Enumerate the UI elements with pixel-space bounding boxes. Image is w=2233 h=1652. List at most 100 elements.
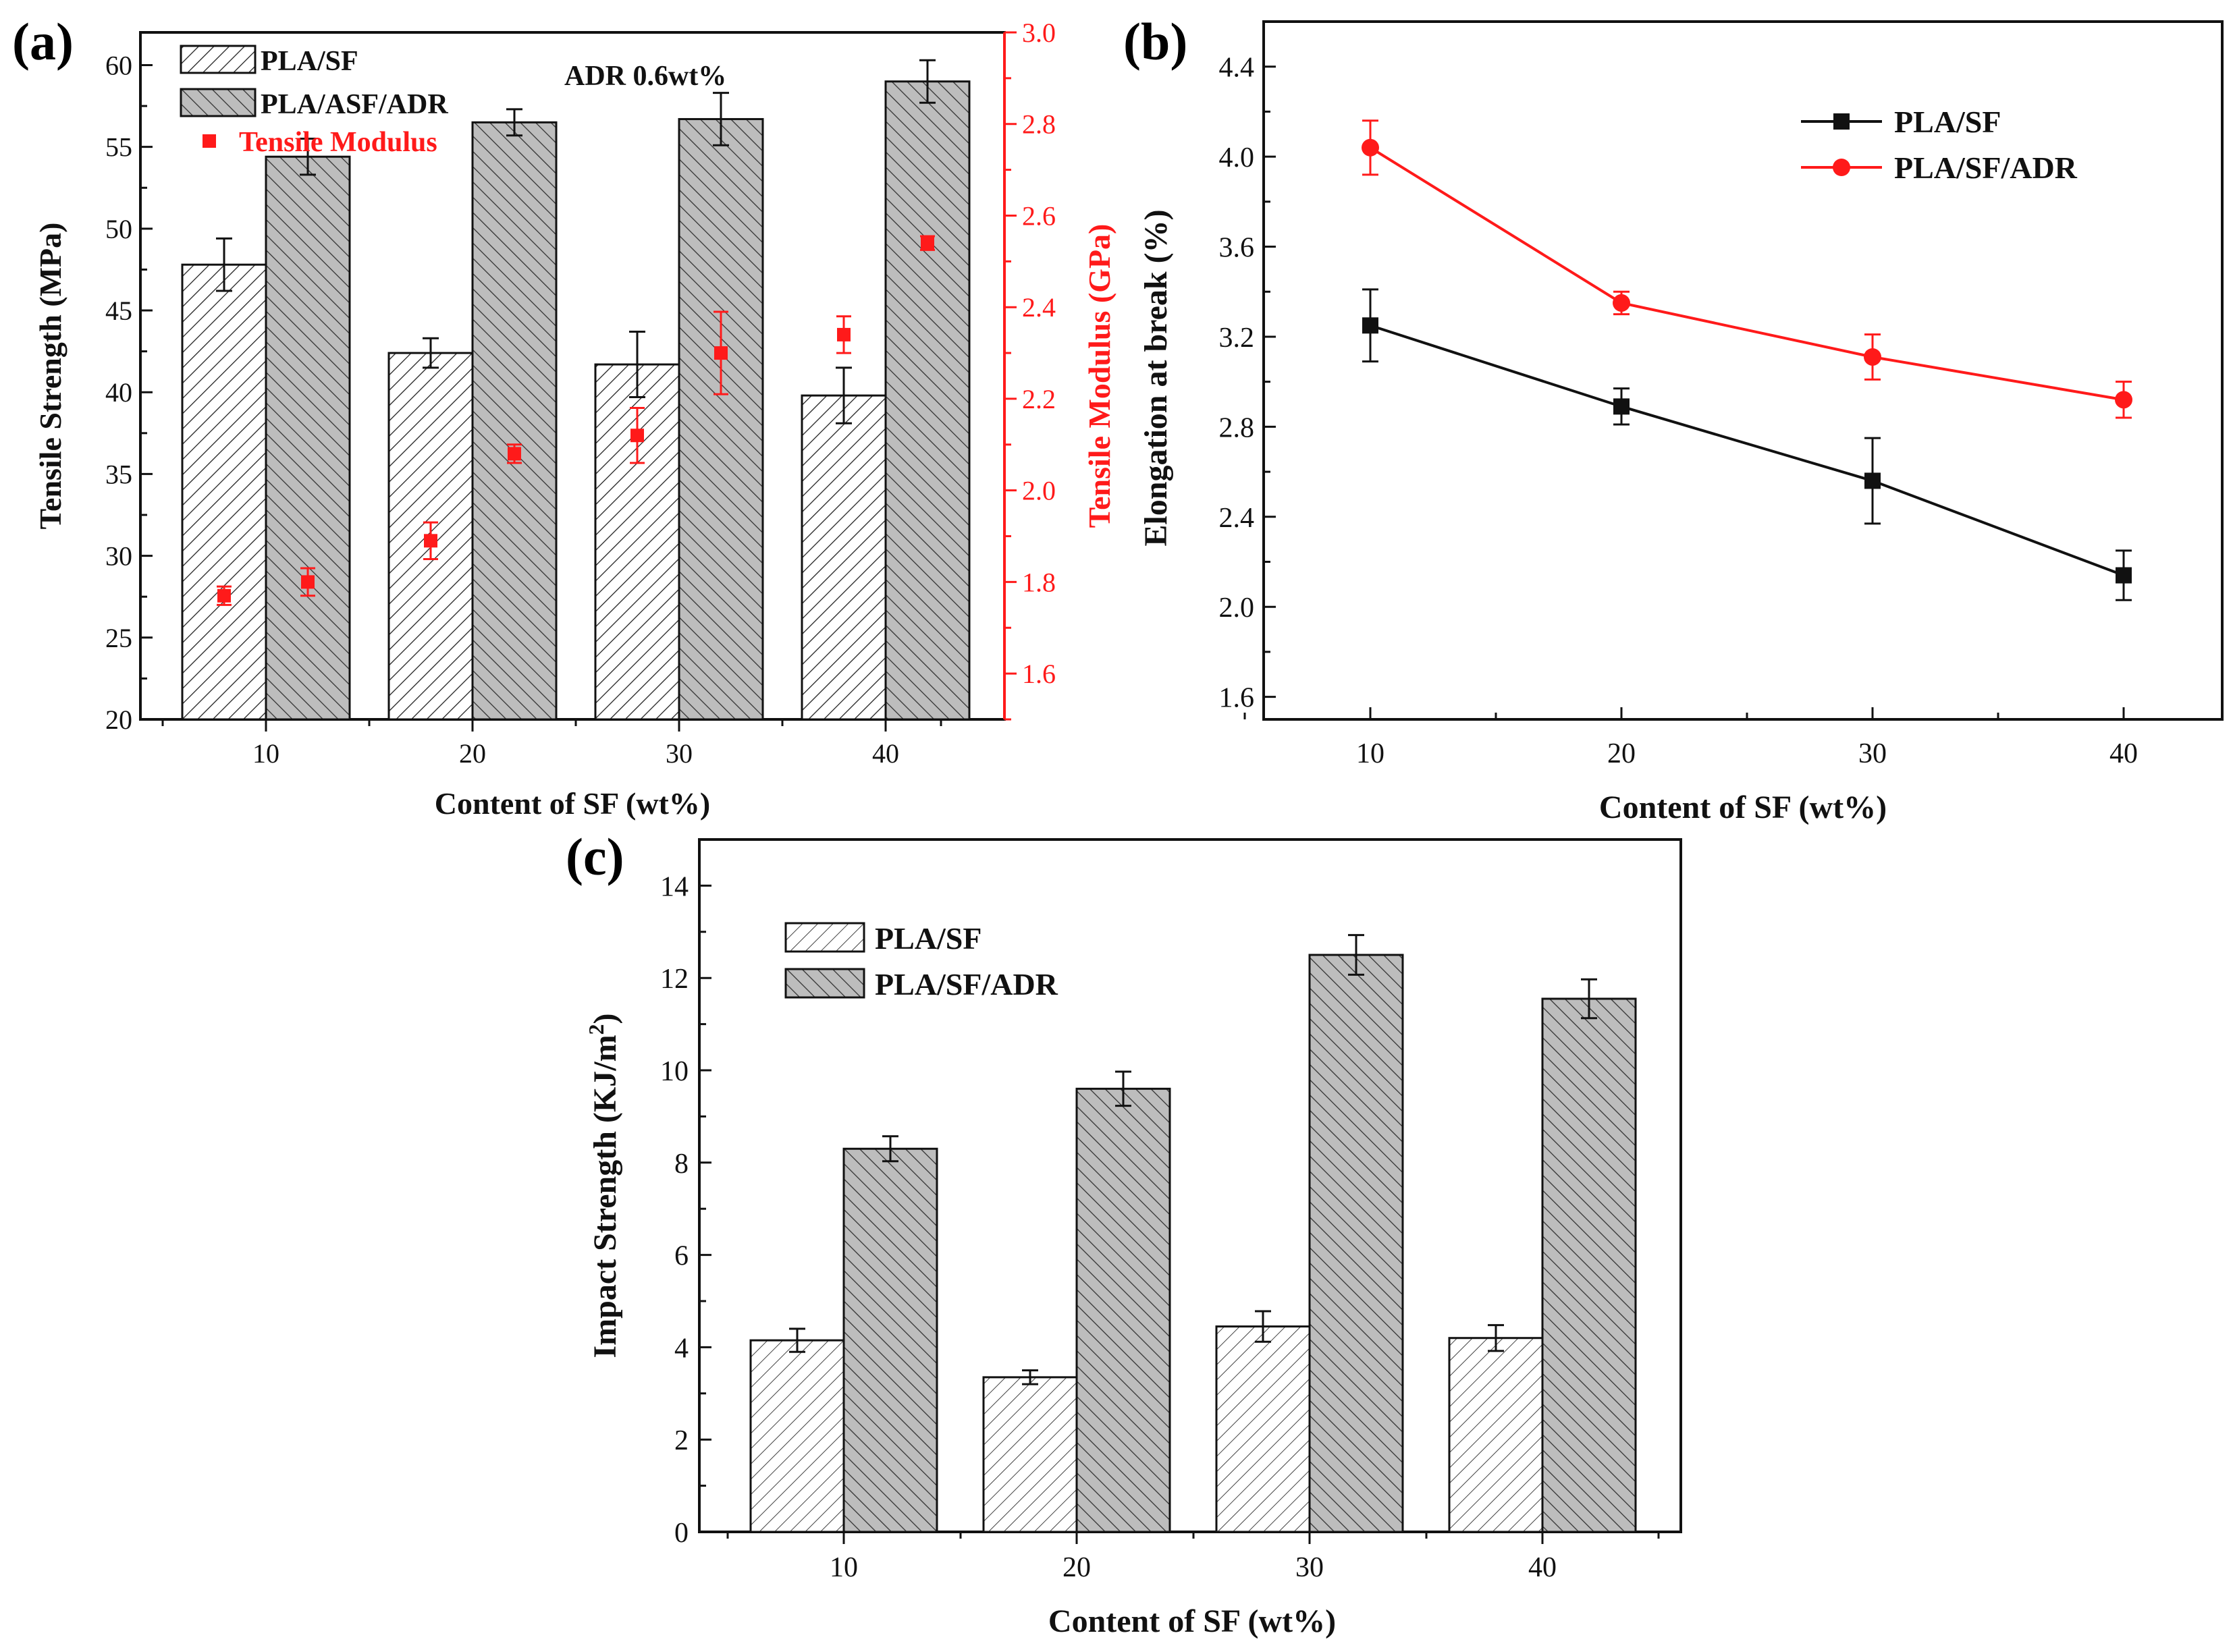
b-x-tick-label-40: 40 [2109, 738, 2138, 769]
a-x-tick-label-10: 10 [252, 738, 279, 769]
a-x-tick-label-40: 40 [872, 738, 899, 769]
legend-marker-tensile-modulus [203, 134, 216, 148]
b-point-pla-sf-adr-20 [1613, 294, 1630, 312]
b-point-pla-sf-adr-10 [1362, 138, 1379, 157]
modulus-point-3 [508, 447, 521, 461]
a-right-tick-label-1.8: 1.8 [1022, 567, 1056, 597]
b-x-tick-label-10: 10 [1356, 738, 1384, 769]
b-y-tick-label-4.0: 4.0 [1219, 142, 1255, 173]
c-x-tick-label-30: 30 [1295, 1552, 1324, 1583]
c-bar-pla-sf-adr-30 [1308, 954, 1404, 1533]
panel-a-bars [181, 59, 971, 721]
a-left-tick-label-45: 45 [105, 296, 132, 326]
a-left-tick-label-55: 55 [105, 132, 132, 163]
c-y-tick-label-14: 14 [660, 871, 689, 902]
c-y-tick-label-2: 2 [674, 1425, 689, 1456]
b-line-pla-sf-adr [1369, 146, 2124, 402]
panel-c-plot-frame [698, 838, 1682, 1533]
c-bar-pla-sf-20 [982, 1376, 1078, 1533]
a-right-tick-label-1.6: 1.6 [1022, 659, 1056, 689]
legend-label-tensile-modulus: Tensile Modulus [239, 127, 437, 158]
a-left-tick-label-50: 50 [105, 214, 132, 244]
panel-b-x-title: Content of SF (wt%) [1599, 790, 1887, 825]
panel-c-y-axis: 0 2 4 6 8 10 12 14 [660, 838, 711, 1549]
legend-label-pla-asf-adr: PLA/ASF/ADR [261, 89, 448, 120]
modulus-point-1 [301, 575, 315, 589]
a-left-tick-label-35: 35 [105, 459, 132, 489]
b-y-tick-label-3.2: 3.2 [1219, 323, 1255, 354]
panel-c-bars [749, 934, 1637, 1533]
legend-label-pla-sf: PLA/SF [261, 46, 358, 77]
panel-c-y-title-close: ) [587, 1013, 623, 1024]
panel-b-plot-frame [1262, 20, 2224, 721]
panel-c-y-title-sup: 2 [584, 1024, 608, 1035]
c-y-tick-label-6: 6 [674, 1241, 689, 1272]
c-y-tick-label-12: 12 [660, 964, 689, 995]
panel-a-label: (a) [12, 12, 74, 71]
modulus-point-4 [630, 429, 644, 443]
panel-b-label: (b) [1123, 12, 1187, 71]
bar-a-pla-asf-adr-30 [678, 117, 764, 721]
b-line-pla-sf [1370, 324, 2124, 577]
b-x-tick-label-30: 30 [1858, 738, 1887, 769]
b-point-pla-sf-30 [1864, 472, 1881, 489]
c-x-tick-label-10: 10 [830, 1552, 858, 1583]
panel-c-impact: (c) 0 2 4 6 8 10 12 14 10 20 30 40 PLA/SF PLA/SF/A… [566, 827, 1682, 1639]
legend-label-c-pla-sf: PLA/SF [875, 921, 981, 956]
panel-b-lines [1362, 119, 2132, 601]
a-left-tick-label-25: 25 [105, 623, 132, 653]
modulus-point-0 [217, 588, 231, 603]
c-x-tick-label-20: 20 [1062, 1552, 1091, 1583]
panel-a-left-axis: 20 25 30 35 40 45 50 55 60 [105, 50, 153, 735]
panel-a-x-title: Content of SF (wt%) [435, 786, 710, 821]
legend-swatch-c-pla-sf-adr [784, 968, 865, 999]
bar-a-pla-sf-10 [181, 263, 267, 721]
b-y-tick-label-2.0: 2.0 [1219, 593, 1255, 624]
modulus-point-6 [837, 327, 851, 341]
b-point-pla-sf-40 [2116, 567, 2132, 584]
panel-c-legend: PLA/SF PLA/SF/ADR [784, 921, 1058, 1001]
bar-a-pla-sf-40 [801, 394, 887, 721]
legend-swatch-c-pla-sf [784, 922, 865, 953]
a-left-tick-label-40: 40 [105, 377, 132, 408]
panel-b-legend: PLA/SF PLA/SF/ADR [1801, 105, 2078, 185]
b-point-pla-sf-adr-40 [2115, 391, 2132, 409]
panel-a-legend: PLA/SF PLA/ASF/ADR Tensile Modulus [180, 45, 448, 158]
a-left-tick-label-20: 20 [105, 705, 132, 735]
a-right-tick-label-2.4: 2.4 [1022, 292, 1056, 323]
panel-b-y-title: Elongation at break (%) [1138, 209, 1174, 546]
c-bar-pla-sf-adr-20 [1075, 1087, 1171, 1533]
legend-label-b-pla-sf: PLA/SF [1894, 105, 2001, 139]
c-x-tick-label-40: 40 [1528, 1552, 1557, 1583]
bar-a-pla-asf-adr-40 [884, 80, 971, 721]
panel-c-y-title: Impact Strength (KJ/m2) [584, 1013, 623, 1358]
c-bar-pla-sf-adr-40 [1541, 997, 1637, 1533]
b-y-tick-label-1.6: 1.6 [1219, 683, 1255, 714]
panel-a-tensile: (a) 20 25 30 35 40 45 50 55 60 1.6 1.8 2.0 2.2 2.4 2.… [12, 12, 1116, 821]
b-point-pla-sf-adr-30 [1864, 348, 1881, 366]
a-right-tick-label-2.2: 2.2 [1022, 384, 1056, 414]
b-y-tick-label-3.6: 3.6 [1219, 233, 1255, 264]
legend-marker-pla-sf [1833, 113, 1850, 130]
a-right-tick-label-2.8: 2.8 [1022, 109, 1056, 140]
c-bar-pla-sf-40 [1448, 1337, 1544, 1533]
a-x-tick-label-30: 30 [666, 738, 693, 769]
panel-a-right-axis: 1.6 1.8 2.0 2.2 2.4 2.6 2.8 3.0 [1003, 18, 1056, 721]
panel-c-x-title: Content of SF (wt%) [1048, 1603, 1336, 1639]
panel-c-label: (c) [566, 827, 624, 886]
a-left-tick-label-30: 30 [105, 541, 132, 572]
legend-swatch-pla-asf-adr [180, 88, 257, 117]
c-y-tick-label-4: 4 [674, 1333, 689, 1364]
modulus-point-2 [424, 534, 437, 548]
a-right-tick-label-2.0: 2.0 [1022, 476, 1056, 506]
panel-b-x-axis: 10 20 30 40 [1243, 707, 2138, 769]
c-bar-pla-sf-adr-10 [842, 1147, 938, 1533]
legend-label-c-pla-sf-adr: PLA/SF/ADR [875, 967, 1058, 1001]
modulus-point-5 [714, 346, 728, 360]
a-right-tick-label-2.6: 2.6 [1022, 200, 1056, 231]
panel-c-x-axis: 10 20 30 40 [726, 1532, 1660, 1583]
c-bar-pla-sf-10 [749, 1339, 845, 1533]
b-point-pla-sf-20 [1613, 398, 1630, 415]
bar-a-pla-asf-adr-10 [265, 155, 351, 721]
legend-marker-pla-sf-adr [1833, 159, 1850, 176]
